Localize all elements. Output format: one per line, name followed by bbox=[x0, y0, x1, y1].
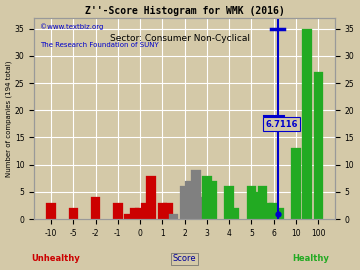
Bar bbox=[291, 148, 301, 219]
Bar bbox=[68, 208, 78, 219]
Bar bbox=[185, 181, 195, 219]
Bar bbox=[264, 203, 273, 219]
Bar bbox=[197, 197, 206, 219]
Bar bbox=[147, 176, 156, 219]
Text: Healthy: Healthy bbox=[292, 254, 329, 263]
Bar bbox=[180, 186, 189, 219]
Bar bbox=[208, 181, 217, 219]
Bar bbox=[130, 208, 139, 219]
Text: 6.7116: 6.7116 bbox=[265, 120, 298, 129]
Bar bbox=[269, 203, 278, 219]
Bar bbox=[247, 186, 256, 219]
Text: Score: Score bbox=[173, 254, 197, 263]
Text: Sector: Consumer Non-Cyclical: Sector: Consumer Non-Cyclical bbox=[110, 34, 250, 43]
Bar bbox=[191, 170, 201, 219]
Bar bbox=[202, 176, 212, 219]
Bar bbox=[163, 203, 173, 219]
Title: Z''-Score Histogram for WMK (2016): Z''-Score Histogram for WMK (2016) bbox=[85, 6, 284, 16]
Bar bbox=[230, 208, 239, 219]
Bar bbox=[224, 186, 234, 219]
Bar bbox=[258, 186, 267, 219]
Bar bbox=[141, 203, 150, 219]
Bar bbox=[113, 203, 122, 219]
Bar bbox=[124, 214, 134, 219]
Bar bbox=[275, 208, 284, 219]
Y-axis label: Number of companies (194 total): Number of companies (194 total) bbox=[5, 60, 12, 177]
Bar bbox=[91, 197, 100, 219]
Text: The Research Foundation of SUNY: The Research Foundation of SUNY bbox=[40, 42, 159, 48]
Text: ©www.textbiz.org: ©www.textbiz.org bbox=[40, 24, 104, 31]
Bar bbox=[314, 72, 323, 219]
Text: Unhealthy: Unhealthy bbox=[31, 254, 80, 263]
Bar bbox=[46, 203, 56, 219]
Bar bbox=[158, 203, 167, 219]
Bar bbox=[169, 214, 178, 219]
Bar bbox=[302, 29, 312, 219]
Bar bbox=[252, 192, 262, 219]
Bar bbox=[135, 208, 145, 219]
